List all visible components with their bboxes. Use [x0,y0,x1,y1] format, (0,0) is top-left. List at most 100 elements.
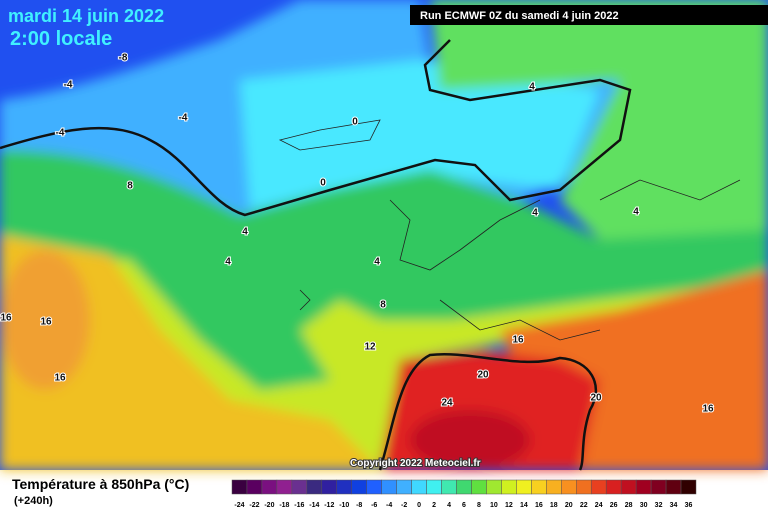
scale-label: 18 [550,502,558,509]
temperature-field [0,0,768,470]
contour-label: 0 [320,178,326,189]
contour-line [0,39,632,217]
scale-label: 34 [670,502,678,509]
map-time: 2:00 locale [10,28,112,50]
color-swatch [321,479,338,495]
color-swatch [456,479,472,495]
contour-label: 16 [54,373,66,384]
scale-label: 8 [477,502,481,509]
contour-label: -8 [119,53,128,64]
contour-label: 12 [364,342,376,353]
color-swatch [605,479,622,495]
contour-label: -4 [179,113,188,124]
scale-label: -24 [234,502,244,509]
legend-title: Température à 850hPa (°C) [12,476,189,492]
color-swatch [501,479,517,495]
contour-label: 16 [0,313,12,324]
color-swatch [635,479,652,495]
scale-label: 16 [535,502,543,509]
scale-label: 14 [520,502,528,509]
contour-labels: -8 -4 -4 -4 0 0 4 4 4 4 4 4 8 8 12 16 16 16 16 16 20 20 24 [0,52,715,416]
color-swatch [650,479,667,495]
contour-label: 4 [374,257,380,268]
scale-label: 12 [505,502,513,509]
contour-label: 20 [590,393,602,404]
scale-label: -14 [309,502,319,509]
color-swatch [291,479,308,495]
scale-label: 32 [655,502,663,509]
scale-label: 24 [595,502,603,509]
color-swatch [396,479,412,495]
scale-label: -16 [294,502,304,509]
color-swatch [516,479,532,495]
contour-label: 16 [40,317,52,328]
color-swatch [411,479,427,495]
scale-label: 2 [432,502,436,509]
contour-label: 16 [512,335,524,346]
color-swatch [351,479,367,495]
scale-label: -20 [264,502,274,509]
contour-label: 24 [441,398,453,409]
color-swatch [531,479,547,495]
color-swatch [276,479,293,495]
color-swatch [590,479,607,495]
map: -8 -4 -4 -4 0 0 4 4 4 4 4 4 8 8 12 16 16 16 16 16 20 20 24 mar… [0,0,768,471]
scale-label: 26 [610,502,618,509]
scale-label: -22 [249,502,259,509]
scale-label: -18 [279,502,289,509]
color-swatch [620,479,637,495]
color-swatch [336,479,352,495]
scale-label: -4 [386,502,392,509]
scale-label: 6 [462,502,466,509]
contour-label: 20 [477,370,489,381]
scale-label: 36 [685,502,693,509]
scale-label: -10 [339,502,349,509]
copyright: Copyright 2022 Meteociel.fr [350,458,481,469]
color-swatch [306,479,323,495]
color-swatch [426,479,442,495]
color-swatch [486,479,502,495]
color-scale: -24 -22 -20 -18 -16 -14 -12 -10 -8 -6 -4 -2 0 2 4 6 8 10 1… [231,479,697,509]
contour-label: 8 [127,181,133,192]
color-swatch [366,479,382,495]
contour-label: 4 [242,227,248,238]
contour-label: 0 [352,117,358,128]
color-swatch [471,479,487,495]
scale-label: 28 [625,502,633,509]
map-date: mardi 14 juin 2022 [8,6,164,26]
scale-label: 30 [640,502,648,509]
coastline [278,119,741,341]
color-swatch [231,479,248,495]
color-swatch [561,479,577,495]
contour-line [378,352,598,471]
color-swatch [261,479,278,495]
color-swatch [246,479,263,495]
color-swatch [441,479,457,495]
scale-label: -8 [356,502,362,509]
legend-lead: (+240h) [14,495,53,507]
scale-label: 22 [580,502,588,509]
color-swatch [680,479,697,495]
contour-label: 4 [225,257,231,268]
contour-label: 4 [529,82,535,93]
contour-label: -4 [56,128,65,139]
color-swatch [576,479,592,495]
scale-label: 0 [417,502,421,509]
contour-label: 8 [380,300,386,311]
color-swatch [665,479,682,495]
scale-label: -12 [324,502,334,509]
scale-label: 10 [490,502,498,509]
contour-label: -4 [64,80,73,91]
run-info: Run ECMWF 0Z du samedi 4 juin 2022 [420,10,619,22]
scale-label: -2 [401,502,407,509]
contour-label: 4 [532,208,538,219]
color-swatch [546,479,562,495]
run-box [410,5,768,25]
color-swatch [381,479,397,495]
contour-label: 16 [702,404,714,415]
scale-label: 20 [565,502,573,509]
contour-label: 4 [633,207,639,218]
scale-label: 4 [447,502,451,509]
scale-label: -6 [371,502,377,509]
